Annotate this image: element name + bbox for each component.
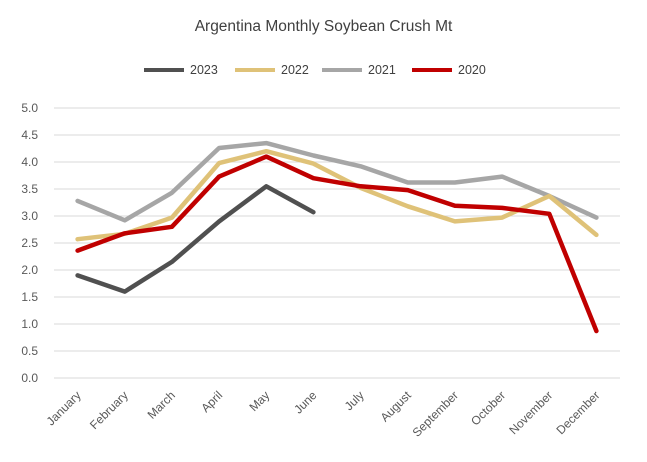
x-tick-label: May <box>246 388 272 414</box>
x-tick-label: March <box>145 388 178 421</box>
legend-label: 2022 <box>281 63 309 77</box>
series-line-2023 <box>75 184 316 294</box>
legend-swatch <box>144 68 184 72</box>
x-tick-label: April <box>198 388 225 415</box>
legend-swatch <box>235 68 275 72</box>
y-tick-label: 1.0 <box>21 317 38 331</box>
legend-item-2023: 2023 <box>144 61 218 79</box>
series-lines <box>75 140 599 334</box>
y-tick-label: 2.5 <box>21 236 38 250</box>
legend-item-2020: 2020 <box>412 61 486 79</box>
y-tick-label: 5.0 <box>21 101 38 115</box>
y-tick-label: 1.5 <box>21 290 38 304</box>
gridlines <box>54 107 620 379</box>
x-tick-label: November <box>506 388 555 437</box>
y-tick-label: 2.0 <box>21 263 38 277</box>
series-line-2020 <box>75 154 599 334</box>
y-tick-label: 4.5 <box>21 128 38 142</box>
x-tick-label: August <box>378 388 415 425</box>
y-tick-label: 3.0 <box>21 209 38 223</box>
y-tick-label: 0.5 <box>21 344 38 358</box>
y-tick-label: 4.0 <box>21 155 38 169</box>
legend-swatch <box>412 68 452 72</box>
x-tick-label: June <box>291 388 320 417</box>
chart-title: Argentina Monthly Soybean Crush Mt <box>194 18 453 35</box>
x-tick-label: September <box>410 388 461 439</box>
x-tick-label: February <box>87 388 131 432</box>
x-tick-label: January <box>44 388 84 428</box>
y-tick-label: 3.5 <box>21 182 38 196</box>
legend-label: 2023 <box>190 63 218 77</box>
x-tick-label: October <box>468 388 508 428</box>
y-tick-label: 0.0 <box>21 371 38 385</box>
x-tick-label: July <box>342 388 367 413</box>
legend: 2023 2022 2021 2020 <box>0 61 647 79</box>
y-axis-ticks: 0.0 0.5 1.0 1.5 2.0 2.5 3.0 3.5 4.0 4.5 5.0 <box>21 101 38 385</box>
legend-item-2022: 2022 <box>235 61 309 79</box>
series-line-2021 <box>75 140 599 223</box>
legend-label: 2020 <box>458 63 486 77</box>
legend-label: 2021 <box>368 63 396 77</box>
series-line-2022 <box>75 148 599 242</box>
legend-item-2021: 2021 <box>322 61 396 79</box>
legend-swatch <box>322 68 362 72</box>
x-tick-label: December <box>553 388 602 437</box>
x-axis-ticks: January February March April May June July Augu… <box>44 388 603 440</box>
